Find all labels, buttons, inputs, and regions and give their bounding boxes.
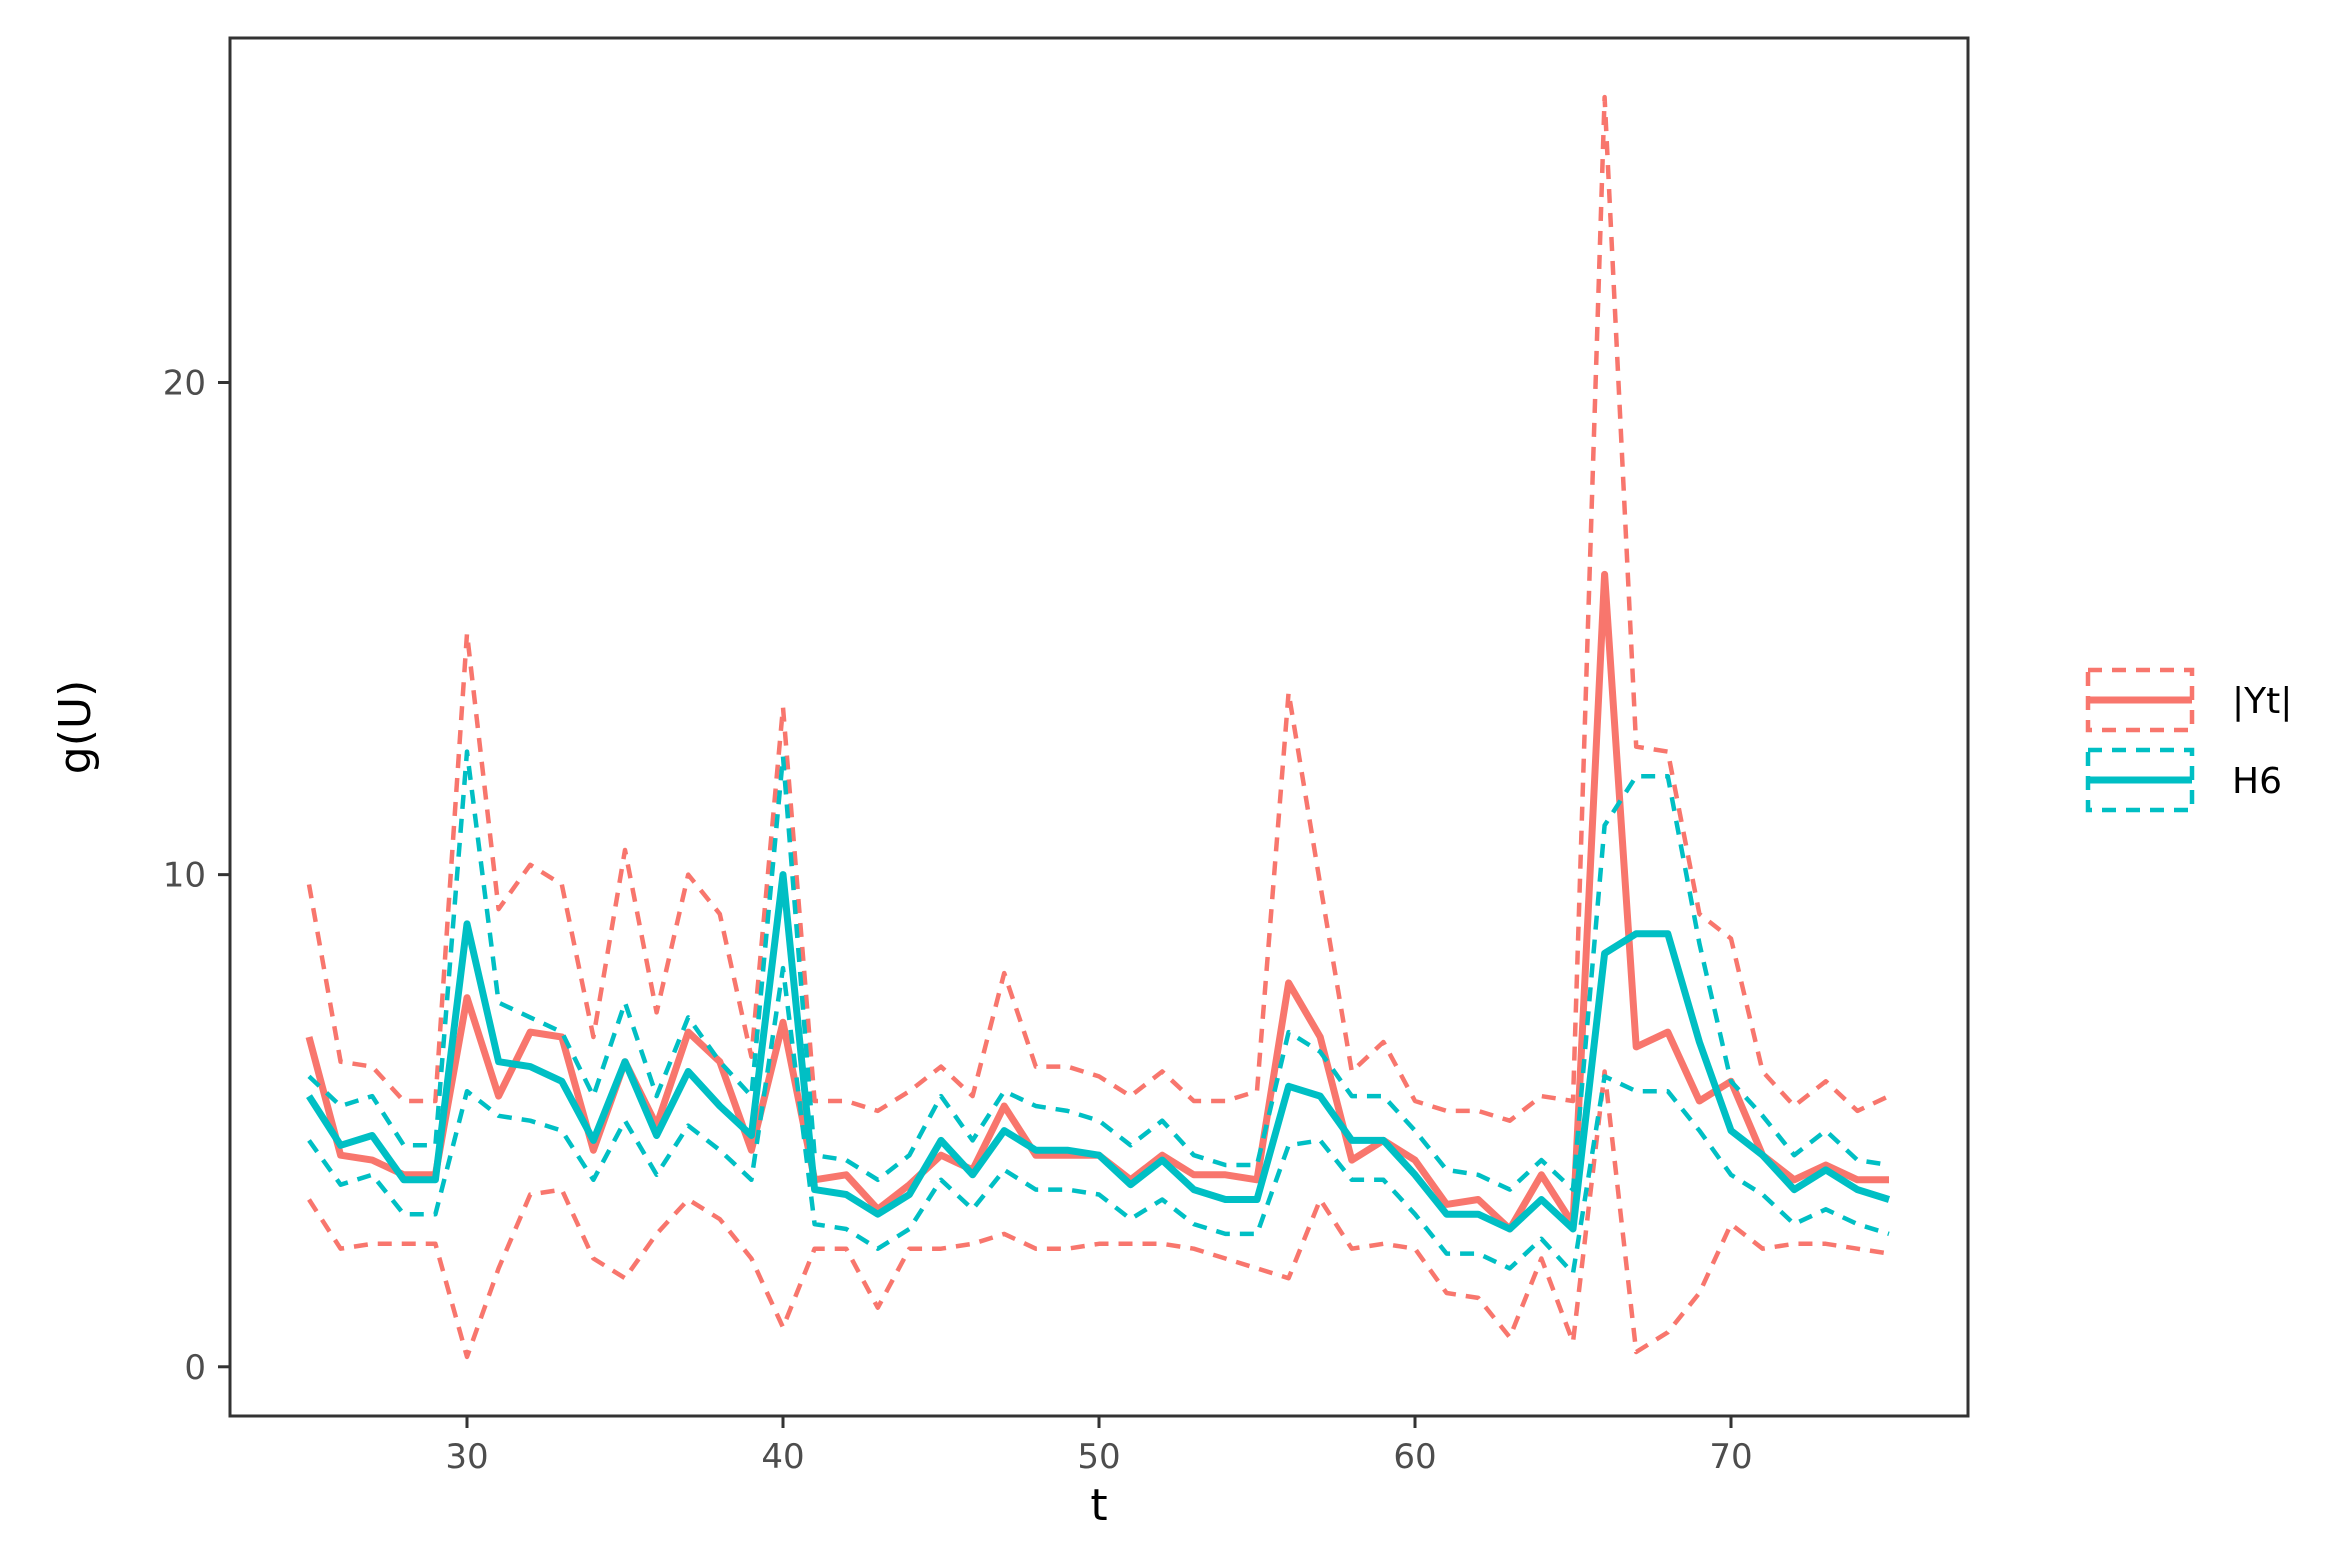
legend-item-0: |Yt| bbox=[2085, 667, 2292, 733]
y-tick-label-0: 0 bbox=[184, 1348, 206, 1388]
series-1-estimate-line bbox=[306, 871, 1891, 1233]
legend-label-0: |Yt| bbox=[2232, 681, 2292, 722]
series-1-lower-band bbox=[307, 965, 1890, 1276]
y-tick-label-20: 20 bbox=[163, 364, 206, 404]
y-axis-title: g(U) bbox=[50, 680, 101, 774]
x-axis: 30 40 50 60 70 bbox=[445, 1416, 1753, 1477]
x-tick-label-40: 40 bbox=[761, 1437, 804, 1477]
series-layer bbox=[305, 94, 1891, 1360]
plot-panel bbox=[228, 36, 1970, 1418]
series-0-lower-band bbox=[307, 1069, 1890, 1360]
x-tick-label-70: 70 bbox=[1709, 1437, 1752, 1477]
x-tick-label-30: 30 bbox=[445, 1437, 488, 1477]
x-tick-label-60: 60 bbox=[1393, 1437, 1436, 1477]
legend-label-1: H6 bbox=[2232, 761, 2282, 802]
legend-item-1: H6 bbox=[2085, 747, 2282, 813]
series-0-upper-band bbox=[306, 94, 1890, 1123]
y-axis: 0 10 20 bbox=[163, 364, 230, 1388]
legend: |Yt| H6 bbox=[2085, 667, 2292, 813]
y-tick-label-10: 10 bbox=[163, 856, 206, 896]
x-tick-label-50: 50 bbox=[1077, 1437, 1120, 1477]
x-axis-title: t bbox=[1090, 1480, 1107, 1531]
